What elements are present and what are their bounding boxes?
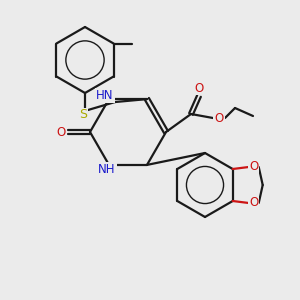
Text: O: O [249,160,258,173]
Text: O: O [56,125,66,139]
Text: O: O [214,112,224,124]
Text: S: S [79,109,87,122]
Text: NH: NH [98,164,116,176]
Text: O: O [249,196,258,209]
Text: HN: HN [96,88,114,102]
Text: O: O [194,82,204,94]
